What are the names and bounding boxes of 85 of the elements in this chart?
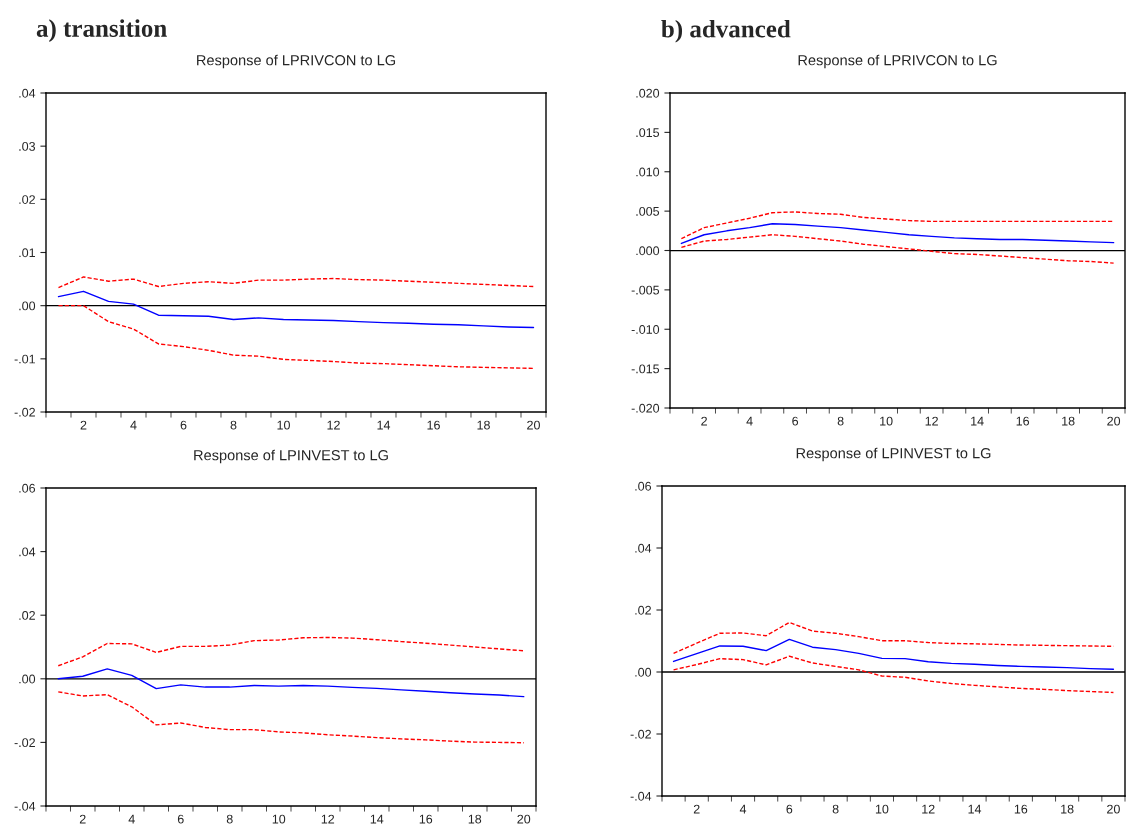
line-series xyxy=(680,211,1115,240)
x-tick-label: 20 xyxy=(1107,416,1121,426)
x-tick-label: 2 xyxy=(693,804,700,814)
text: a) transition xyxy=(36,19,167,42)
x-tick-label: 14 xyxy=(968,804,982,814)
x-tick-label: 16 xyxy=(419,814,433,824)
y-tick-label: -.010 xyxy=(631,325,660,334)
y-tick-label: .06 xyxy=(635,481,652,491)
line-series xyxy=(672,655,1115,694)
x-tick-label: 8 xyxy=(226,814,233,824)
x-tick-label: 12 xyxy=(321,814,335,824)
y-tick-label: .00 xyxy=(635,667,652,677)
x-tick-label: 20 xyxy=(1107,804,1120,814)
y-tick-label: .00 xyxy=(19,674,36,684)
y-tick-label: .03 xyxy=(19,141,36,151)
y-tick-label: .015 xyxy=(636,128,660,138)
line-series xyxy=(57,668,525,698)
y-tick-label: .005 xyxy=(636,206,660,216)
x-tick-label: 4 xyxy=(746,416,753,426)
x-tick-label: 12 xyxy=(922,804,935,814)
x-tick-label: 12 xyxy=(327,420,340,430)
x-tick-label: 2 xyxy=(80,420,87,430)
x-tick-label: 8 xyxy=(837,416,844,426)
y-tick-label: .04 xyxy=(19,88,36,98)
x-tick-label: 16 xyxy=(1014,804,1028,814)
y-tick-label: .02 xyxy=(635,605,651,615)
x-tick-label: 18 xyxy=(1062,416,1075,426)
x-tick-label: 6 xyxy=(786,804,793,814)
y-tick-label: .010 xyxy=(636,167,660,177)
y-tick-label: -.005 xyxy=(631,285,660,295)
x-tick-label: 2 xyxy=(701,416,707,426)
x-tick-label: 2 xyxy=(79,814,86,824)
x-tick-label: 14 xyxy=(377,420,391,430)
x-tick-label: 6 xyxy=(180,420,187,430)
y-tick-label: .04 xyxy=(635,543,652,553)
y-tick-label: -.04 xyxy=(14,801,36,811)
y-tick-label: -.020 xyxy=(631,403,660,413)
x-tick-label: 18 xyxy=(468,814,482,824)
y-tick-label: .02 xyxy=(19,611,35,620)
y-tick-label: .000 xyxy=(636,246,660,256)
line-series xyxy=(57,276,535,289)
x-tick-label: 14 xyxy=(971,416,984,426)
y-tick-label: .04 xyxy=(19,547,36,557)
y-tick-label: .06 xyxy=(19,483,36,493)
y-tick-label: -.02 xyxy=(14,407,35,417)
y-tick-label: -.04 xyxy=(630,791,652,801)
y-tick-label: .02 xyxy=(19,195,35,204)
x-tick-label: 6 xyxy=(792,416,799,426)
chart-title: Response of LPRIVCON to LG xyxy=(197,54,396,69)
y-tick-label: -.02 xyxy=(14,738,35,748)
x-tick-label: 16 xyxy=(427,420,440,430)
line-series xyxy=(680,223,1115,245)
x-tick-label: 10 xyxy=(272,814,286,824)
x-tick-label: 4 xyxy=(130,420,137,430)
line-series xyxy=(680,234,1115,264)
line-series xyxy=(57,290,535,329)
x-tick-label: 10 xyxy=(875,804,889,814)
x-tick-label: 6 xyxy=(177,814,184,824)
x-tick-label: 4 xyxy=(739,804,747,814)
text: b) advanced xyxy=(661,19,791,43)
x-tick-label: 8 xyxy=(230,420,237,430)
x-tick-label: 16 xyxy=(1016,416,1030,426)
chart-title: Response of LPRIVCON to LG xyxy=(798,54,997,69)
x-tick-label: 12 xyxy=(925,416,938,426)
x-tick-label: 4 xyxy=(128,814,135,824)
y-tick-label: -.02 xyxy=(630,729,651,739)
y-tick-label: .020 xyxy=(636,88,660,98)
line-series xyxy=(672,638,1115,670)
line-series xyxy=(57,691,525,744)
x-tick-label: 18 xyxy=(477,420,490,430)
x-tick-label: 20 xyxy=(517,814,531,824)
chart-title: Response of LPINVEST to LG xyxy=(194,449,388,464)
y-tick-label: -.01 xyxy=(14,354,35,364)
y-tick-label: -.015 xyxy=(631,364,660,374)
x-tick-label: 10 xyxy=(277,420,290,430)
chart-title: Response of LPINVEST to LG xyxy=(796,447,991,462)
line-series xyxy=(57,304,535,370)
x-tick-label: 14 xyxy=(370,814,384,824)
y-tick-label: .00 xyxy=(19,301,36,311)
x-tick-label: 18 xyxy=(1061,804,1074,814)
x-tick-label: 20 xyxy=(527,420,540,430)
line-series xyxy=(57,636,525,667)
x-tick-label: 8 xyxy=(832,804,839,814)
y-tick-label: .01 xyxy=(19,248,35,258)
x-tick-label: 10 xyxy=(880,416,893,426)
